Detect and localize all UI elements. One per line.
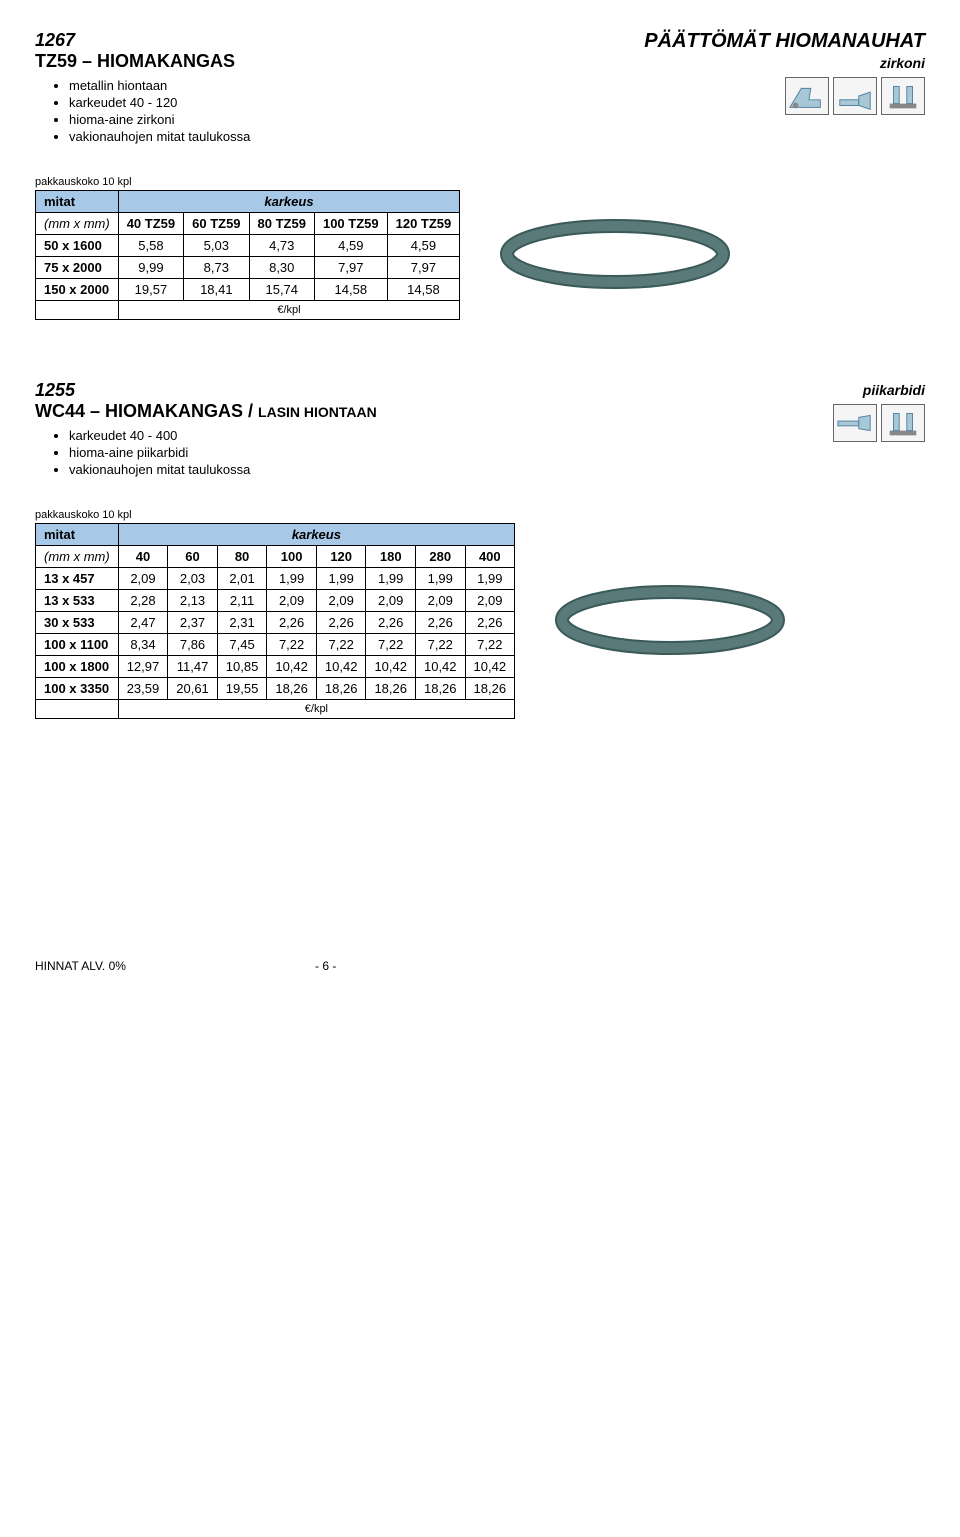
col-head: 280: [415, 546, 465, 568]
section-1-header: 1267 TZ59 – HIOMAKANGAS metallin hiontaa…: [35, 30, 925, 146]
col-head: 80 TZ59: [249, 213, 314, 235]
karkeus-header: karkeus: [118, 191, 460, 213]
table-row: 100 x 1100 8,347,867,457,227,227,227,227…: [36, 634, 515, 656]
table-row: 13 x 457 2,092,032,011,991,991,991,991,9…: [36, 568, 515, 590]
table-row: 75 x 2000 9,99 8,73 8,30 7,97 7,97: [36, 257, 460, 279]
product-code: 1267: [35, 30, 644, 51]
table-row: 100 x 1800 12,9711,4710,8510,4210,4210,4…: [36, 656, 515, 678]
table-row: 100 x 3350 23,5920,6119,5518,2618,2618,2…: [36, 678, 515, 700]
section-2-title: 1255 WC44 – HIOMAKANGAS / LASIN HIONTAAN…: [35, 380, 833, 479]
section-2-table: mitat karkeus (mm x mm) 40 60 80 100 120…: [35, 523, 515, 719]
col-head: 120: [316, 546, 366, 568]
unit-row: €/kpl: [36, 301, 460, 320]
col-head: 100: [267, 546, 317, 568]
section-1-bullets: metallin hiontaan karkeudet 40 - 120 hio…: [35, 78, 644, 144]
pack-size: pakkauskoko 10 kpl: [35, 509, 925, 521]
section-1-table-wrap: mitat karkeus (mm x mm) 40 TZ59 60 TZ59 …: [35, 190, 925, 320]
col-head: 400: [465, 546, 515, 568]
col-head: 80: [217, 546, 267, 568]
col-head: 60: [168, 546, 218, 568]
section-1-table: mitat karkeus (mm x mm) 40 TZ59 60 TZ59 …: [35, 190, 460, 320]
section-2-bullets: karkeudet 40 - 400 hioma-aine piikarbidi…: [35, 428, 833, 477]
stand-sander-icon: [881, 404, 925, 442]
table-row: 150 x 2000 19,57 18,41 15,74 14,58 14,58: [36, 279, 460, 301]
category-title: PÄÄTTÖMÄT HIOMANAUHAT: [644, 30, 925, 53]
table-row: 50 x 1600 5,58 5,03 4,73 4,59 4,59: [36, 235, 460, 257]
file-sander-icon: [833, 404, 877, 442]
pack-size: pakkauskoko 10 kpl: [35, 176, 925, 188]
col-unit: (mm x mm): [36, 546, 119, 568]
belt-sander-icon: [785, 77, 829, 115]
col-head: 100 TZ59: [314, 213, 387, 235]
col-head: 120 TZ59: [387, 213, 460, 235]
col-head: 40 TZ59: [118, 213, 183, 235]
unit-row: €/kpl: [36, 700, 515, 719]
footer-left: HINNAT ALV. 0%: [35, 959, 126, 973]
product-name: WC44 – HIOMAKANGAS / LASIN HIONTAAN: [35, 401, 833, 422]
col-head: 180: [366, 546, 416, 568]
bullet: vakionauhojen mitat taulukossa: [69, 462, 833, 477]
page-number: - 6 -: [126, 959, 526, 973]
belt-image: [555, 585, 785, 658]
col-head: 40: [118, 546, 168, 568]
col-head: 60 TZ59: [184, 213, 249, 235]
tool-icons: [833, 404, 925, 442]
tool-icons: [644, 77, 925, 115]
file-sander-icon: [833, 77, 877, 115]
bullet: metallin hiontaan: [69, 78, 644, 93]
bullet: karkeudet 40 - 120: [69, 95, 644, 110]
bullet: vakionauhojen mitat taulukossa: [69, 129, 644, 144]
belt-image: [500, 219, 730, 292]
bullet: karkeudet 40 - 400: [69, 428, 833, 443]
corner-header: mitat: [36, 191, 119, 213]
product-code: 1255: [35, 380, 833, 401]
stand-sander-icon: [881, 77, 925, 115]
section-2-material: piikarbidi: [833, 380, 925, 442]
product-name: TZ59 – HIOMAKANGAS: [35, 51, 644, 72]
corner-header: mitat: [36, 524, 119, 546]
col-unit: (mm x mm): [36, 213, 119, 235]
material-label: piikarbidi: [833, 382, 925, 398]
bullet: hioma-aine piikarbidi: [69, 445, 833, 460]
page-footer: HINNAT ALV. 0% - 6 -: [35, 959, 925, 973]
section-2-table-wrap: mitat karkeus (mm x mm) 40 60 80 100 120…: [35, 523, 925, 719]
section-1-title: 1267 TZ59 – HIOMAKANGAS metallin hiontaa…: [35, 30, 644, 146]
bullet: hioma-aine zirkoni: [69, 112, 644, 127]
table-row: 13 x 533 2,282,132,112,092,092,092,092,0…: [36, 590, 515, 612]
material-label: zirkoni: [644, 55, 925, 71]
category-block: PÄÄTTÖMÄT HIOMANAUHAT zirkoni: [644, 30, 925, 115]
section-2-header: 1255 WC44 – HIOMAKANGAS / LASIN HIONTAAN…: [35, 380, 925, 479]
karkeus-header: karkeus: [118, 524, 514, 546]
table-row: 30 x 533 2,472,372,312,262,262,262,262,2…: [36, 612, 515, 634]
